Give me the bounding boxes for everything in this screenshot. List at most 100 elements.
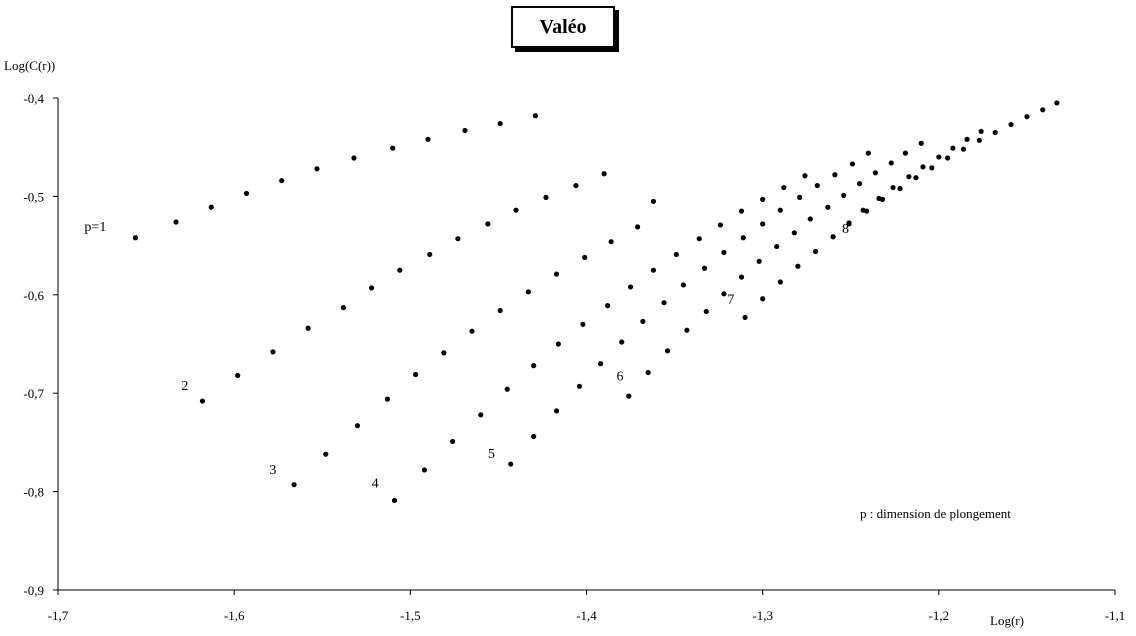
data-point xyxy=(902,150,908,156)
x-axis-label: Log(r) xyxy=(990,613,1024,628)
data-point xyxy=(199,398,206,404)
data-point xyxy=(627,284,634,290)
data-point xyxy=(888,160,894,166)
data-point xyxy=(525,289,531,295)
data-point xyxy=(846,220,852,226)
data-point xyxy=(701,265,708,271)
data-point xyxy=(597,361,604,367)
chart-title: Valéo xyxy=(511,6,615,48)
x-tick-label: -1,6 xyxy=(224,608,245,623)
data-point xyxy=(1008,121,1014,128)
y-tick-label: -0,9 xyxy=(23,583,44,598)
data-point xyxy=(945,155,951,161)
data-point xyxy=(825,204,831,210)
data-point xyxy=(673,251,679,258)
series-label: 3 xyxy=(269,463,276,478)
data-point xyxy=(462,127,468,134)
data-point xyxy=(580,321,586,327)
data-point xyxy=(605,303,611,309)
series-label: 4 xyxy=(372,477,379,492)
data-point xyxy=(421,467,428,473)
data-point xyxy=(441,350,447,356)
data-point xyxy=(553,271,560,277)
data-point xyxy=(913,175,919,181)
data-point xyxy=(555,341,561,347)
series-label: 8 xyxy=(842,222,849,237)
data-point xyxy=(781,184,787,191)
data-point xyxy=(485,221,491,227)
data-point xyxy=(929,165,935,171)
series-label: 2 xyxy=(181,379,188,394)
x-tick-label: -1,1 xyxy=(1105,608,1126,623)
data-point xyxy=(504,386,510,392)
data-point xyxy=(413,371,419,378)
data-point xyxy=(450,438,456,445)
data-point xyxy=(1054,100,1060,106)
data-point xyxy=(323,451,329,457)
data-point xyxy=(243,190,250,197)
series-label: 5 xyxy=(488,447,495,462)
data-point xyxy=(513,207,519,213)
data-point xyxy=(906,174,912,180)
data-point xyxy=(173,219,179,225)
data-point xyxy=(777,279,783,285)
data-point xyxy=(661,300,667,306)
data-point xyxy=(543,194,549,200)
data-point xyxy=(890,184,896,191)
axes: -1,7 -1,6 -1,5 -1,4 -1,3 -1,2 -1,1 -0,4 -0,5 -0,6… xyxy=(23,91,1125,623)
data-point xyxy=(608,239,614,245)
data-point xyxy=(469,328,475,334)
data-point xyxy=(1024,114,1030,120)
data-point xyxy=(721,291,727,297)
data-point xyxy=(425,136,431,142)
data-point xyxy=(802,173,808,179)
data-point xyxy=(865,150,871,156)
data-point xyxy=(992,129,998,136)
data-point xyxy=(760,296,766,302)
data-point xyxy=(841,192,847,199)
data-point xyxy=(645,369,651,376)
data-point xyxy=(582,254,588,261)
data-point xyxy=(351,155,357,161)
data-point xyxy=(650,267,657,273)
data-point xyxy=(397,267,403,273)
data-point xyxy=(650,198,657,204)
data-point xyxy=(640,318,646,324)
data-point xyxy=(354,423,361,429)
y-tick-label: -0,5 xyxy=(23,189,44,204)
series-label: 6 xyxy=(616,369,623,384)
data-point xyxy=(856,181,863,187)
data-point xyxy=(384,396,391,402)
data-point xyxy=(340,304,346,311)
series-labels: p=1 2 3 4 5 6 7 8 xyxy=(84,220,849,492)
data-point xyxy=(573,182,579,189)
y-tick-label: -0,4 xyxy=(23,91,44,106)
data-point xyxy=(390,145,396,151)
data-point xyxy=(576,383,583,389)
data-point xyxy=(807,216,813,222)
data-point xyxy=(619,339,625,345)
data-point xyxy=(797,194,803,200)
data-point xyxy=(1040,107,1046,113)
data-point xyxy=(314,166,320,172)
data-point xyxy=(795,263,801,269)
data-point xyxy=(680,282,686,288)
data-point xyxy=(774,243,780,250)
data-point xyxy=(738,208,745,214)
data-point xyxy=(721,249,727,256)
x-tick-label: -1,7 xyxy=(48,608,69,623)
data-point xyxy=(391,497,398,504)
data-point xyxy=(703,308,709,315)
data-point xyxy=(860,207,866,213)
data-point xyxy=(950,145,956,151)
data-point xyxy=(760,196,766,202)
series-label: p=1 xyxy=(84,220,106,235)
data-point xyxy=(279,178,285,184)
data-point xyxy=(497,307,503,314)
data-point xyxy=(976,137,982,143)
data-point xyxy=(270,349,276,355)
data-point xyxy=(531,363,537,369)
data-point xyxy=(132,235,139,241)
data-point xyxy=(760,221,766,227)
